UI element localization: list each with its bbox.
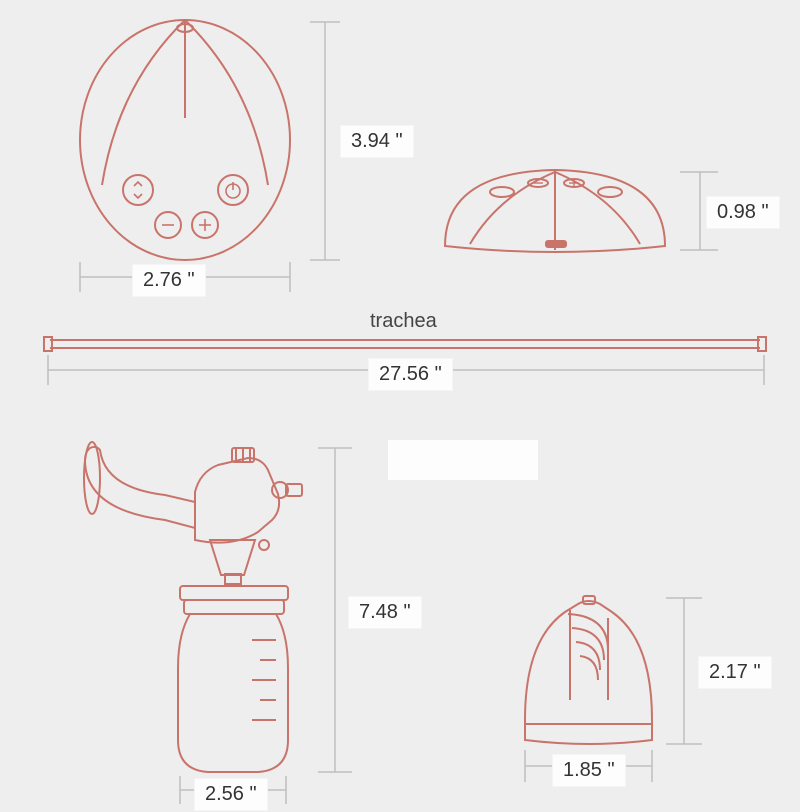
- label-bottle-width: 2.56 ": [194, 778, 268, 811]
- trachea-tube: [44, 337, 766, 351]
- dim-pump-top-height: [310, 22, 340, 260]
- label-cap-height: 2.17 ": [698, 656, 772, 689]
- blank-mask: [388, 440, 538, 480]
- label-pump-top-width: 2.76 ": [132, 264, 206, 297]
- dim-cap-height: [666, 598, 702, 744]
- pump-side-view: [445, 170, 665, 252]
- label-bottle-height: 7.48 ": [348, 596, 422, 629]
- label-trachea-length: 27.56 ": [368, 358, 453, 391]
- bottle-cap: [525, 596, 652, 744]
- label-pump-top-height: 3.94 ": [340, 125, 414, 158]
- pump-top-view: [80, 20, 290, 260]
- label-trachea: trachea: [370, 310, 437, 333]
- label-cap-width: 1.85 ": [552, 754, 626, 787]
- bottle-assembly: [84, 442, 302, 772]
- label-pump-side-height: 0.98 ": [706, 196, 780, 229]
- dim-bottle-height: [318, 448, 352, 772]
